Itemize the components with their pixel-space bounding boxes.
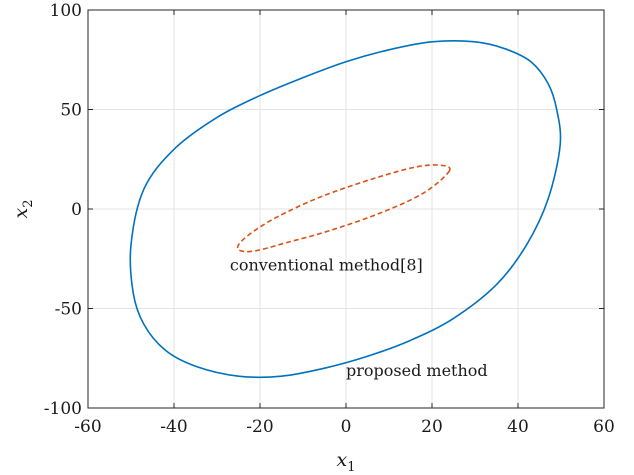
x-tick-label: 0 <box>341 417 352 437</box>
x-tick-label: -40 <box>160 417 187 437</box>
x-tick-label: -20 <box>246 417 273 437</box>
grid-lines <box>87 9 605 409</box>
y-axis-label-subscript: 2 <box>21 200 36 208</box>
y-axis-label-base: x <box>10 208 32 219</box>
annotations: conventional method[8] proposed method <box>230 256 488 380</box>
proposed-method-curve <box>129 40 562 379</box>
y-tick-label: -50 <box>55 300 82 320</box>
x-axis-label-base: x <box>337 449 348 471</box>
conventional-method-curve <box>236 164 451 253</box>
annotation-conventional-method: conventional method[8] <box>230 256 423 275</box>
x-tick-label: -60 <box>74 417 101 437</box>
x-axis-label-subscript: 1 <box>347 460 355 475</box>
annotation-proposed-method: proposed method <box>346 361 488 380</box>
y-axis-label: x2 <box>10 200 36 219</box>
series-group <box>129 40 562 379</box>
y-tick-label: 100 <box>50 1 82 21</box>
y-axis-label-group: x2 <box>10 200 36 219</box>
tick-labels: -60 -40 -20 0 20 40 60 100 50 0 -50 -100 <box>44 1 615 437</box>
y-tick-label: -100 <box>44 399 82 419</box>
x-tick-label: 20 <box>421 417 443 437</box>
x-tick-label: 40 <box>507 417 529 437</box>
y-tick-label: 0 <box>71 200 82 220</box>
x-axis-label: x1 <box>337 449 356 475</box>
x-tick-label: 60 <box>593 417 615 437</box>
axis-ticks <box>87 9 605 409</box>
y-tick-label: 50 <box>60 101 82 121</box>
